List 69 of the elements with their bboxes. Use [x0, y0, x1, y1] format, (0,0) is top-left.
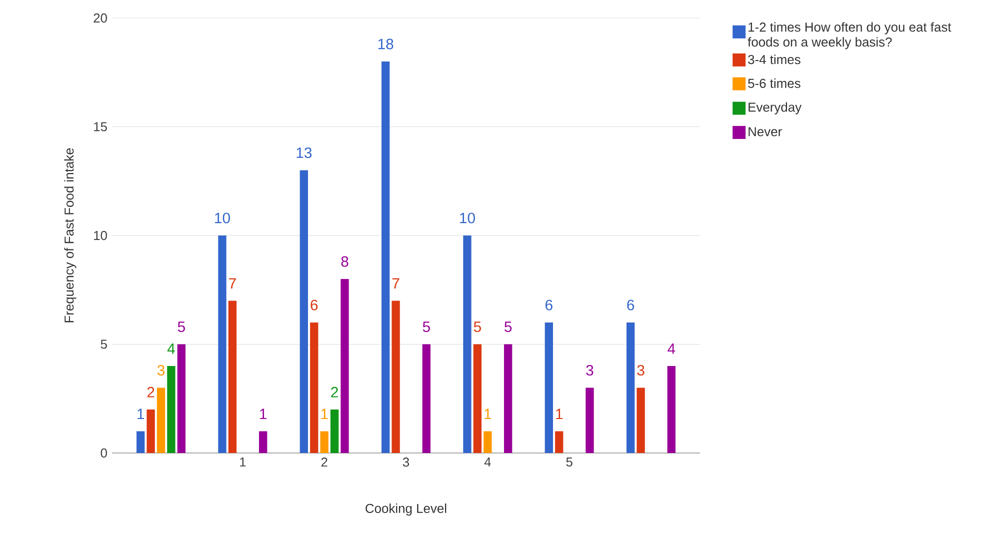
data-label: 3: [157, 364, 164, 376]
data-label: 4: [167, 344, 175, 354]
bar: [218, 235, 226, 453]
bar: [504, 344, 512, 453]
y-tick-label: 5: [100, 340, 107, 349]
x-tick-label: 2: [321, 458, 328, 467]
data-label: 1: [321, 408, 328, 420]
data-label: 5: [474, 322, 481, 332]
bar: [320, 431, 328, 453]
legend-label: Everyday: [748, 102, 802, 114]
data-label: 7: [229, 278, 236, 289]
bar: [473, 344, 482, 453]
y-tick-label: 10: [94, 230, 107, 240]
data-label: 10: [215, 212, 230, 224]
bar: [259, 431, 268, 453]
y-tick-label: 0: [100, 448, 107, 458]
data-label: 1: [138, 408, 144, 420]
x-tick-label: 3: [402, 458, 410, 467]
y-axis-title: Frequency of Fast Food intake: [64, 148, 76, 322]
data-label: 3: [637, 364, 644, 376]
y-tick-label: 15: [94, 122, 107, 132]
data-label: 5: [422, 322, 430, 332]
data-label: 7: [392, 278, 400, 289]
data-label: 5: [178, 322, 185, 332]
bar: [228, 300, 237, 453]
data-label: 2: [147, 386, 154, 398]
bar: [555, 431, 564, 453]
x-tick-label: 5: [566, 458, 572, 467]
bar: [167, 366, 176, 453]
data-label: 6: [627, 300, 634, 310]
legend-label: Never: [748, 127, 782, 136]
data-label: 6: [310, 300, 318, 310]
y-tick-label: 20: [94, 13, 107, 23]
bar: [463, 235, 472, 453]
legend-label: 5-6 times: [748, 78, 800, 88]
bar: [310, 322, 318, 453]
bar: [146, 410, 155, 453]
bar: [667, 366, 676, 453]
x-tick-label: 4: [484, 458, 491, 466]
data-label: 8: [341, 256, 348, 267]
legend-label: 3-4 times: [748, 54, 800, 64]
x-tick-label: 1: [240, 458, 246, 466]
bar: [177, 344, 186, 453]
bar: [484, 431, 492, 453]
bar: [392, 300, 400, 453]
data-label: 1: [484, 408, 492, 420]
bar: [382, 61, 390, 453]
bar: [422, 344, 430, 453]
data-label: 10: [460, 212, 475, 224]
data-label: 2: [331, 386, 338, 398]
x-axis-title: Cooking Level: [366, 504, 446, 516]
data-label: 13: [296, 147, 312, 158]
data-label: 18: [378, 38, 394, 50]
data-label: 1: [260, 408, 267, 420]
bar: [136, 431, 145, 453]
data-label: 3: [586, 364, 594, 376]
bar: [586, 388, 594, 453]
data-label: 6: [546, 300, 552, 310]
bar: [636, 388, 645, 453]
data-label: 1: [556, 408, 563, 420]
bar: [340, 279, 349, 453]
bar: [156, 388, 166, 453]
bar: [544, 322, 553, 453]
legend-label: 1-2 times How often do you eat fast foods on a weekly basis?: [748, 22, 952, 50]
bar: [330, 410, 339, 453]
bar: [626, 322, 635, 453]
data-label: 5: [504, 322, 512, 332]
bar: [300, 170, 308, 453]
data-label: 4: [668, 344, 676, 354]
